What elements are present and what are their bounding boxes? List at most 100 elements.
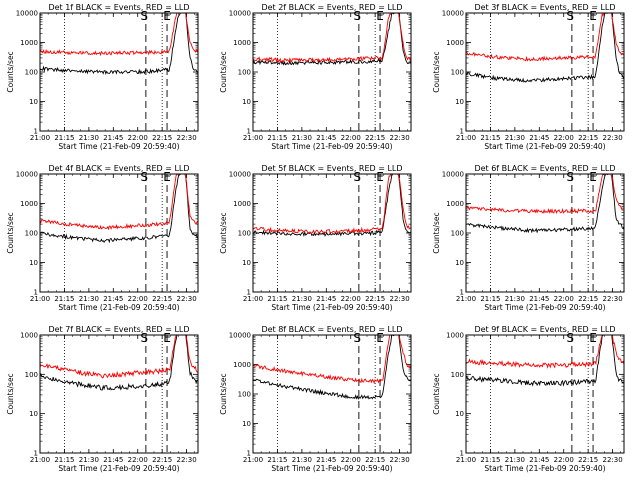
x-tick-label: 22:30 bbox=[390, 456, 410, 464]
y-tick-label: 1 bbox=[247, 128, 251, 136]
x-tick-label: 22:00 bbox=[128, 134, 148, 142]
plot-frame bbox=[39, 173, 199, 293]
chart-panel-9: Det 9f BLACK = Events, RED = LLD 1 10 100 10… bbox=[432, 325, 625, 473]
lld-series-line bbox=[252, 12, 412, 64]
y-tick-label: 1 bbox=[34, 450, 38, 458]
x-tick-label: 21:45 bbox=[316, 456, 336, 464]
x-tick-label: 21:15 bbox=[480, 456, 500, 464]
plot-frame bbox=[465, 334, 625, 454]
x-tick-label: 21:45 bbox=[103, 456, 123, 464]
x-tick-label: 21:00 bbox=[456, 456, 476, 464]
y-tick-label: 100 bbox=[25, 371, 38, 379]
x-tick-label: 21:15 bbox=[480, 134, 500, 142]
x-tick-label: 21:30 bbox=[79, 295, 99, 303]
y-tick-label: 10 bbox=[242, 98, 251, 106]
y-axis-label: Counts/sec bbox=[432, 212, 441, 253]
chart-panel-3: Det 3f BLACK = Events, RED = LLD 1 10 100 10… bbox=[432, 3, 625, 151]
x-tick-label: 21:00 bbox=[30, 456, 50, 464]
x-tick-label: 21:30 bbox=[79, 134, 99, 142]
x-tick-label: 21:15 bbox=[54, 134, 74, 142]
x-tick-label: 22:30 bbox=[390, 134, 410, 142]
x-tick-label: 22:30 bbox=[603, 295, 623, 303]
x-tick-label: 21:15 bbox=[54, 295, 74, 303]
x-tick-label: 21:00 bbox=[456, 134, 476, 142]
plot-frame bbox=[39, 334, 199, 454]
x-tick-label: 22:00 bbox=[128, 295, 148, 303]
event-label-e: E bbox=[376, 170, 384, 184]
events-series-line bbox=[252, 12, 412, 66]
y-axis-label: Counts/sec bbox=[219, 373, 228, 414]
y-tick-label: 10 bbox=[242, 420, 251, 428]
chart-panel-2: Det 2f BLACK = Events, RED = LLD 1 10 100 10… bbox=[219, 3, 412, 151]
plot-frame bbox=[465, 173, 625, 293]
y-tick-label: 10000 bbox=[16, 10, 38, 18]
chart-title: Det 2f BLACK = Events, RED = LLD bbox=[261, 3, 402, 12]
event-label-e: E bbox=[589, 9, 597, 23]
chart-panel-4: Det 4f BLACK = Events, RED = LLD 1 10 100 10… bbox=[6, 164, 199, 312]
events-series-line bbox=[39, 12, 199, 75]
x-tick-label: 22:30 bbox=[177, 134, 197, 142]
x-tick-label: 22:15 bbox=[152, 456, 172, 464]
y-tick-label: 1 bbox=[460, 289, 464, 297]
x-tick-label: 22:30 bbox=[603, 134, 623, 142]
x-tick-label: 21:30 bbox=[505, 295, 525, 303]
event-label-e: E bbox=[376, 331, 384, 345]
x-tick-label: 22:00 bbox=[554, 134, 574, 142]
x-tick-label: 22:15 bbox=[365, 295, 385, 303]
x-axis-label: Start Time (21-Feb-09 20:59:40) bbox=[58, 303, 179, 312]
events-series-line bbox=[465, 12, 625, 83]
x-tick-label: 21:00 bbox=[456, 295, 476, 303]
x-axis-label: Start Time (21-Feb-09 20:59:40) bbox=[484, 303, 605, 312]
x-tick-label: 21:45 bbox=[316, 134, 336, 142]
event-label-e: E bbox=[589, 170, 597, 184]
x-tick-label: 21:00 bbox=[243, 295, 263, 303]
event-label-e: E bbox=[163, 9, 171, 23]
events-series-line bbox=[39, 334, 199, 391]
event-label-s: S bbox=[566, 9, 574, 23]
y-tick-label: 10000 bbox=[229, 332, 251, 340]
y-tick-label: 1 bbox=[247, 450, 251, 458]
x-axis-label: Start Time (21-Feb-09 20:59:40) bbox=[271, 303, 392, 312]
y-tick-label: 100 bbox=[238, 230, 251, 238]
lld-series-line bbox=[465, 334, 625, 369]
x-tick-label: 21:15 bbox=[267, 456, 287, 464]
x-tick-label: 21:45 bbox=[103, 134, 123, 142]
chart-title: Det 5f BLACK = Events, RED = LLD bbox=[261, 164, 402, 173]
plot-frame bbox=[252, 173, 412, 293]
x-axis-label: Start Time (21-Feb-09 20:59:40) bbox=[484, 464, 605, 473]
chart-panel-6: Det 6f BLACK = Events, RED = LLD 1 10 100 10… bbox=[432, 164, 625, 312]
y-tick-label: 10 bbox=[455, 410, 464, 418]
lld-series-line bbox=[465, 173, 625, 214]
event-label-e: E bbox=[589, 331, 597, 345]
plot-frame bbox=[465, 12, 625, 132]
y-tick-label: 1000 bbox=[20, 332, 38, 340]
x-tick-label: 22:15 bbox=[365, 456, 385, 464]
y-tick-label: 1 bbox=[460, 128, 464, 136]
y-tick-label: 100 bbox=[25, 230, 38, 238]
event-label-s: S bbox=[140, 170, 148, 184]
y-axis-label: Counts/sec bbox=[432, 51, 441, 92]
x-tick-label: 21:15 bbox=[54, 456, 74, 464]
event-label-s: S bbox=[566, 170, 574, 184]
y-tick-label: 1000 bbox=[446, 200, 464, 208]
y-tick-label: 1000 bbox=[233, 361, 251, 369]
y-tick-label: 10 bbox=[29, 259, 38, 267]
y-tick-label: 1 bbox=[460, 450, 464, 458]
y-tick-label: 1000 bbox=[233, 200, 251, 208]
y-tick-label: 1 bbox=[247, 289, 251, 297]
plot-frame bbox=[252, 334, 412, 454]
chart-title: Det 3f BLACK = Events, RED = LLD bbox=[474, 3, 615, 12]
plot-frame bbox=[39, 12, 199, 132]
y-tick-label: 10000 bbox=[229, 10, 251, 18]
chart-title: Det 1f BLACK = Events, RED = LLD bbox=[48, 3, 189, 12]
y-tick-label: 1000 bbox=[233, 39, 251, 47]
x-tick-label: 21:30 bbox=[292, 134, 312, 142]
events-series-line bbox=[252, 334, 412, 400]
x-tick-label: 22:00 bbox=[554, 295, 574, 303]
chart-panel-8: Det 8f BLACK = Events, RED = LLD 1 10 100 10… bbox=[219, 325, 412, 473]
event-label-s: S bbox=[566, 331, 574, 345]
x-axis-label: Start Time (21-Feb-09 20:59:40) bbox=[271, 464, 392, 473]
y-axis-label: Counts/sec bbox=[6, 51, 15, 92]
y-tick-label: 1000 bbox=[446, 332, 464, 340]
y-tick-label: 100 bbox=[238, 69, 251, 77]
